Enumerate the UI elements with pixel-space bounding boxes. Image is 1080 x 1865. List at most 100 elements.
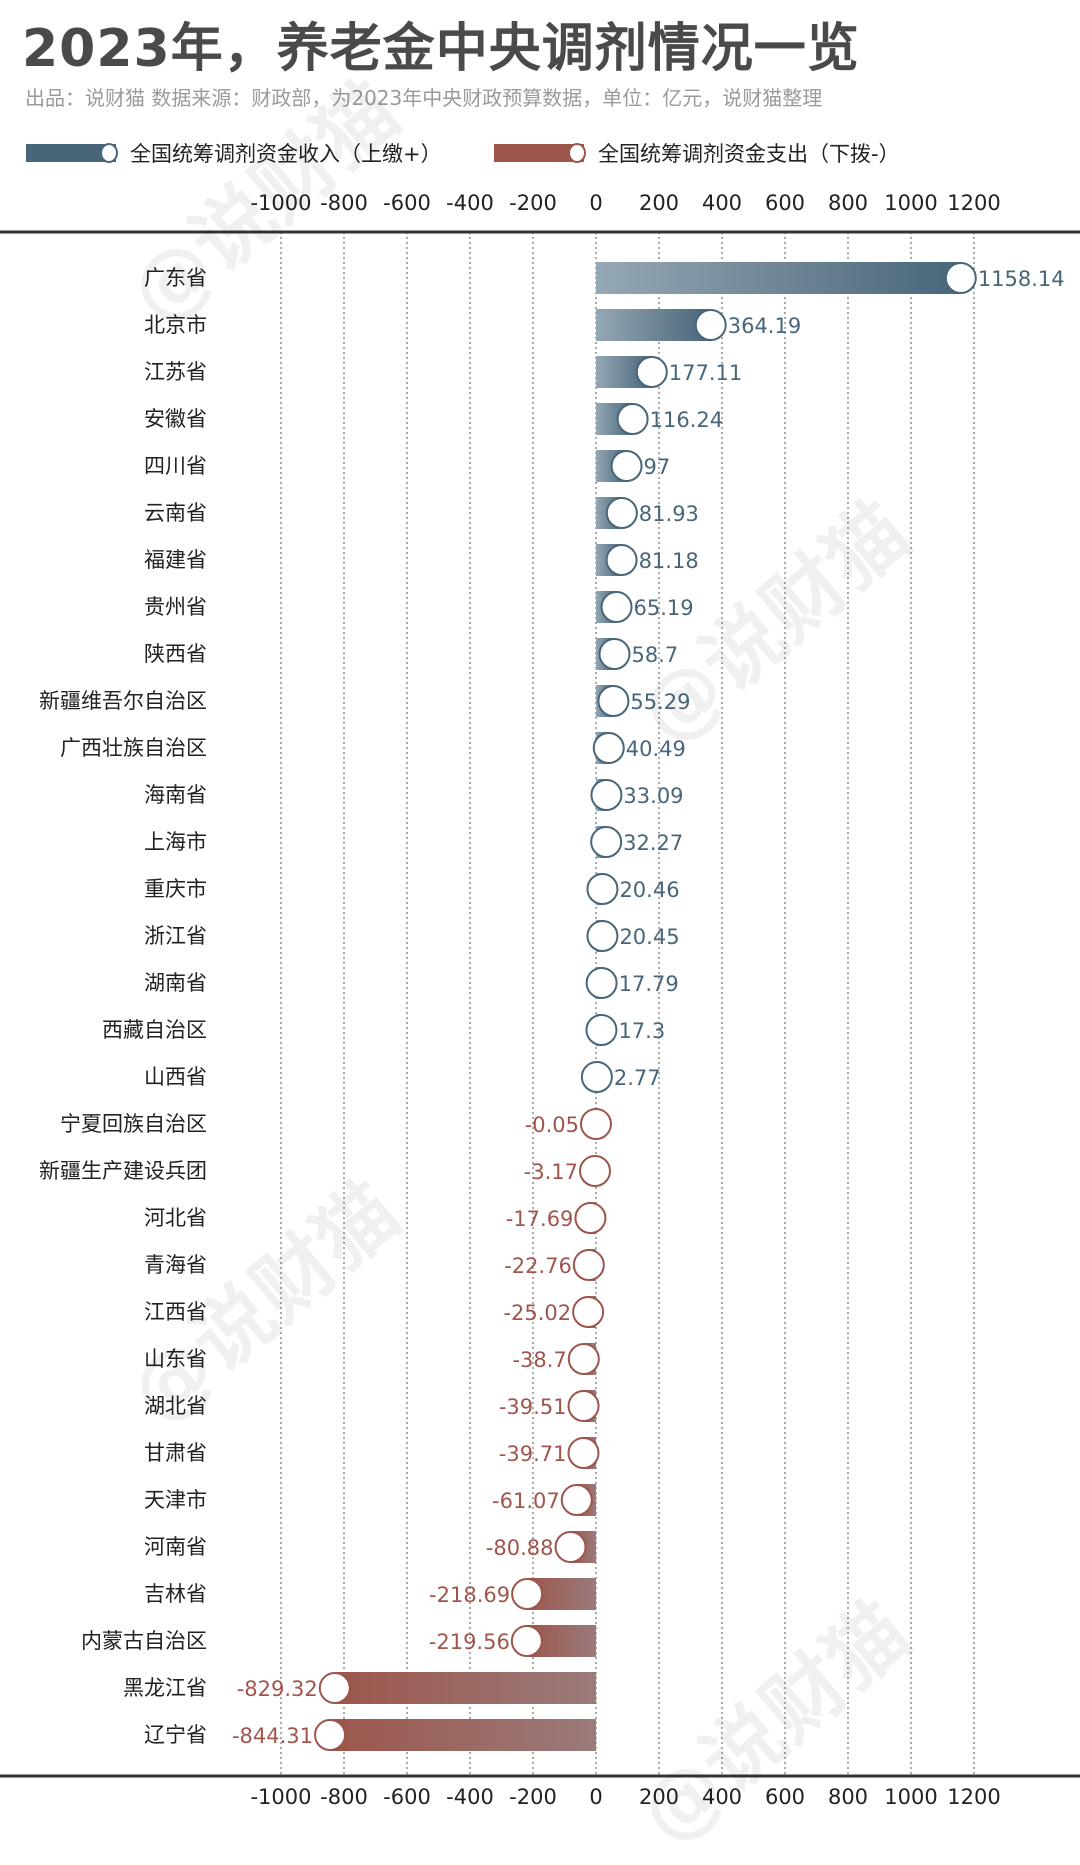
category-label: 新疆维吾尔自治区 [39,689,207,713]
category-label: 浙江省 [144,924,207,948]
category-label: 上海市 [144,830,207,854]
bar-end-marker [590,779,623,811]
category-label: 广东省 [144,266,207,290]
category-label: 新疆生产建设兵团 [39,1159,207,1183]
bar-end-marker [600,591,633,623]
data-label: 81.18 [639,549,699,573]
category-label: 山东省 [144,1347,207,1371]
bar-end-marker [694,309,727,341]
bar-end-marker [567,1343,600,1375]
x-tick-label-bottom: 400 [702,1785,742,1809]
data-label: 20.46 [619,878,679,902]
chart-title: 2023年，养老金中央调剂情况一览 [22,19,860,79]
bar-chart: -1000 -1000 -800 -800 -600 -600 -400 -400 -200 -2… [0,191,1080,1809]
bar-end-marker [598,638,631,670]
category-label: 重庆市 [144,877,207,901]
category-label: 江西省 [144,1300,207,1324]
data-label: 58.7 [631,643,678,667]
category-label: 西藏自治区 [102,1018,207,1042]
category-label: 河北省 [144,1206,207,1230]
data-label: -219.56 [429,1630,510,1654]
data-label: -3.17 [524,1160,578,1184]
bar-end-marker [586,873,619,905]
category-label: 福建省 [144,548,207,572]
category-label: 天津市 [144,1488,207,1512]
bar-end-marker [572,1249,605,1281]
bar-end-marker [580,1061,613,1093]
category-label: 黑龙江省 [123,1676,207,1700]
data-label: -39.71 [499,1442,567,1466]
bar-end-marker [567,1390,600,1422]
x-tick-label-top: 400 [702,191,742,215]
data-label: -844.31 [232,1724,313,1748]
bar [334,1672,596,1704]
x-tick-label-bottom: 800 [828,1785,868,1809]
x-tick-label-bottom: 1000 [884,1785,937,1809]
x-tick-label-bottom: -400 [446,1785,494,1809]
bar [596,262,961,294]
bar-end-marker [944,262,977,294]
x-tick-label-bottom: -1000 [250,1785,311,1809]
bar-end-marker [610,450,643,482]
category-label: 河南省 [144,1535,207,1559]
x-tick-label-top: 1000 [884,191,937,215]
data-label: 32.27 [623,831,683,855]
x-tick-label-bottom: 0 [589,1785,602,1809]
bar [330,1719,596,1751]
x-tick-label-bottom: 200 [639,1785,679,1809]
bar-end-marker [560,1484,593,1516]
category-label: 陕西省 [144,642,207,666]
bar-end-marker [585,1014,618,1046]
legend-swatch-income [26,143,118,163]
bar-end-marker [314,1719,347,1751]
bar-end-marker [590,826,623,858]
category-label: 广西壮族自治区 [60,736,207,760]
legend-label-expense: 全国统筹调剂资金支出（下拨-） [598,142,900,166]
data-label: -22.76 [504,1254,572,1278]
category-label: 贵州省 [144,595,207,619]
data-label: -80.88 [486,1536,554,1560]
bar-end-marker [605,497,638,529]
category-label: 甘肃省 [144,1441,207,1465]
bar-end-marker [579,1108,612,1140]
data-label: 33.09 [623,784,683,808]
bar-end-marker [586,920,619,952]
category-label: 内蒙古自治区 [81,1629,207,1653]
bar-end-marker [511,1578,544,1610]
x-tick-label-top: -800 [320,191,368,215]
data-label: 20.45 [619,925,679,949]
data-label: -25.02 [503,1301,571,1325]
x-tick-label-top: 0 [589,191,602,215]
bar-end-marker [567,1437,600,1469]
bar-end-marker [510,1625,543,1657]
data-label: -218.69 [429,1583,510,1607]
data-label: -61.07 [492,1489,560,1513]
data-label: 17.79 [619,972,679,996]
category-label: 安徽省 [144,407,207,431]
data-label: 55.29 [630,690,690,714]
bar-end-marker [318,1672,351,1704]
x-tick-label-top: 800 [828,191,868,215]
bar-end-marker [572,1296,605,1328]
x-tick-label-top: -600 [383,191,431,215]
data-label: 97 [644,455,671,479]
category-label: 湖北省 [144,1394,207,1418]
bar-end-marker [597,685,630,717]
data-label: -39.51 [499,1395,567,1419]
x-tick-label-top: -200 [509,191,557,215]
category-label: 辽宁省 [144,1723,207,1747]
data-label: 116.24 [650,408,723,432]
category-label: 吉林省 [144,1582,207,1606]
data-label: 1158.14 [978,267,1065,291]
x-tick-label-top: -400 [446,191,494,215]
x-tick-label-bottom: -800 [320,1785,368,1809]
bar-end-marker [616,403,649,435]
x-tick-label-top: -1000 [250,191,311,215]
bar-end-marker [574,1202,607,1234]
category-label: 四川省 [144,454,207,478]
category-label: 宁夏回族自治区 [60,1112,207,1136]
x-tick-label-bottom: 1200 [947,1785,1000,1809]
category-label: 云南省 [144,501,207,525]
data-label: -0.05 [525,1113,579,1137]
x-tick-label-bottom: -600 [383,1785,431,1809]
